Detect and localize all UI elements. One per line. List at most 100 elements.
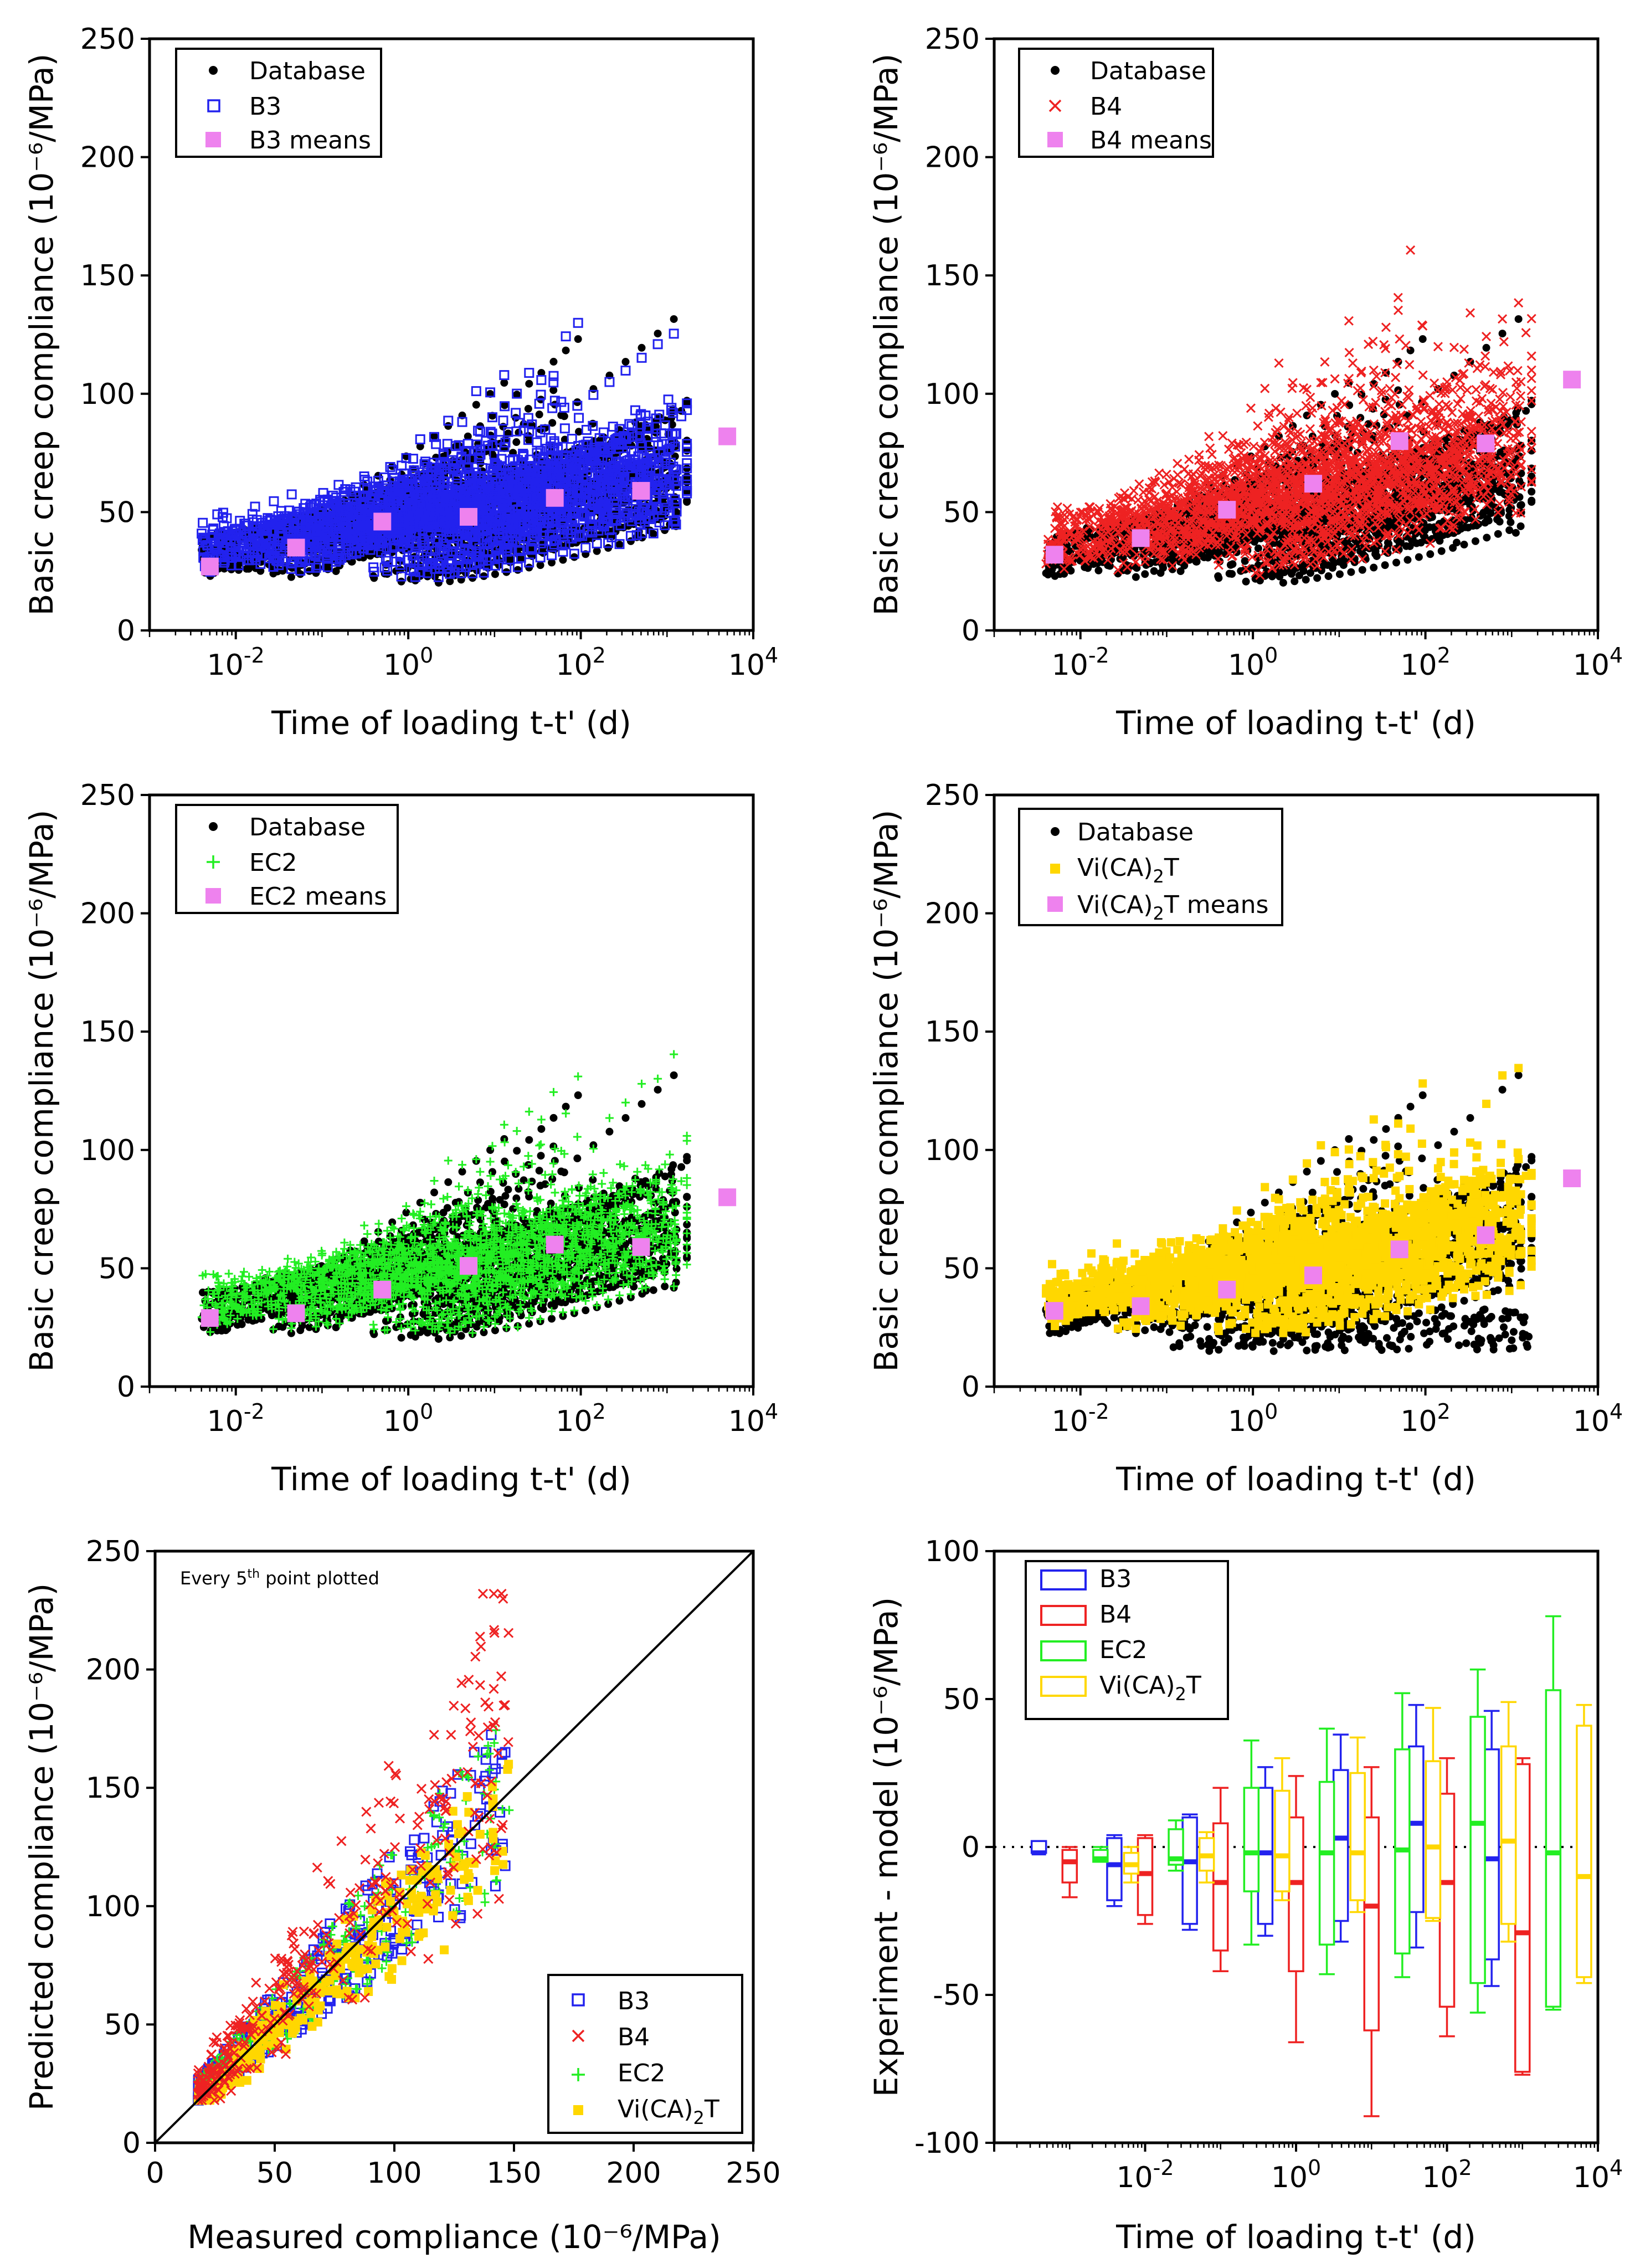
model-point [346,547,357,558]
y-tick-label: 150 [80,259,135,293]
model-point [457,417,467,427]
model-point [668,408,678,418]
model-point [618,491,629,501]
model-point [560,539,570,550]
model-point [487,470,498,481]
model-point [548,469,559,480]
model-point [608,422,618,432]
model-point [642,432,652,442]
y-tick-label: 50 [99,496,135,529]
model-point [570,523,581,533]
database-point [1482,343,1490,352]
database-point [1514,315,1523,323]
database-point [1408,535,1417,543]
model-point [319,522,330,532]
model-point [510,496,521,507]
model-point [385,500,395,510]
model-point [392,527,403,538]
model-point [263,513,273,524]
model-point [490,560,500,571]
model-point [519,533,529,543]
model-point [487,481,497,491]
model-point [403,514,414,524]
database-point [381,569,389,578]
database-point [1176,567,1185,576]
model-point [485,500,496,510]
model-point [610,504,620,515]
mean-point [287,538,305,557]
model-point [497,527,508,538]
model-point [466,481,477,491]
database-point [332,567,340,576]
model-point [425,552,436,562]
model-point [419,459,430,469]
database-point [562,346,570,355]
x-tick-label: 102 [556,643,605,682]
model-point [460,562,471,572]
mean-point [718,427,737,445]
database-point [548,419,557,427]
model-point [311,499,322,509]
model-point [383,498,393,509]
model-point [358,496,369,507]
model-point [404,486,415,496]
model-point [449,463,460,473]
model-point [266,525,276,536]
model-point [611,498,621,509]
x-tick-label-base: 10 [556,649,592,682]
model-point [200,533,210,544]
model-point [272,542,282,553]
model-point [356,520,367,531]
model-point [682,398,692,409]
model-point [408,566,419,577]
model-point [614,539,625,550]
panel-b3-legend-database-marker [209,66,218,75]
database-point [525,379,533,388]
x-tick-label-exponent: 4 [765,643,778,668]
model-point [527,543,537,554]
model-point [613,456,623,467]
model-point [482,510,492,520]
model-point [333,509,344,519]
model-point [659,474,669,484]
model-point [620,365,631,376]
model-point [598,508,609,519]
model-point [648,528,659,538]
model-point [651,505,661,515]
model-point [251,515,262,525]
database-point [444,422,453,430]
panel-b3-legend-model: B3 [249,93,281,121]
model-point [531,495,542,505]
model-point [572,401,583,411]
model-point [382,566,393,576]
model-point [573,317,583,328]
model-point [422,461,433,472]
model-point [451,485,462,495]
model-point [557,517,567,528]
model-point [341,520,351,530]
model-point [495,435,505,445]
database-point [549,386,558,394]
x-tick-label-base: 10 [383,649,420,682]
model-point [433,572,444,582]
model-point [572,469,582,480]
database-point [446,577,454,586]
model-point [640,516,650,527]
panel-b3-legend-means: B3 means [249,126,371,155]
database-point [287,573,295,581]
model-point [524,461,534,471]
model-point [387,465,398,475]
model-point [653,480,664,491]
database-point [536,561,544,569]
model-point [518,425,529,435]
model-point [449,517,459,527]
database-point [1287,569,1295,578]
model-point [276,506,286,516]
model-point [338,486,349,497]
model-point [510,480,520,491]
x-tick-label-base: 10 [728,649,765,682]
model-point [424,491,435,501]
model-point [256,540,266,551]
